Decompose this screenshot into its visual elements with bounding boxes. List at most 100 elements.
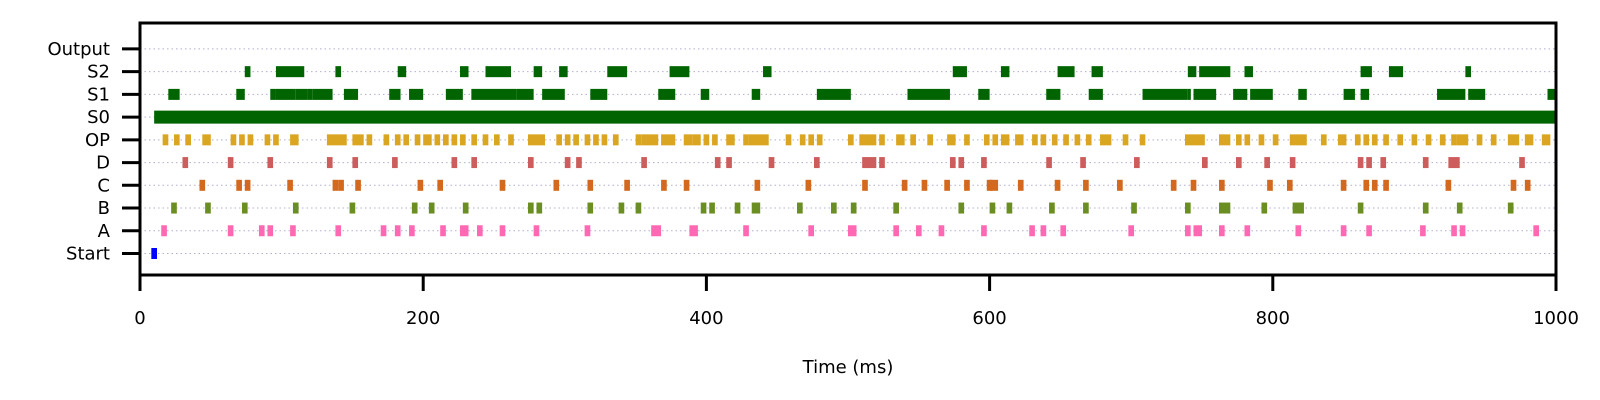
mark-op-24 (494, 134, 500, 146)
mark-op-58 (1000, 134, 1010, 146)
mark-b-7 (462, 202, 469, 214)
mark-s1-15 (590, 88, 608, 100)
x-tick-label-600: 600 (972, 308, 1006, 329)
mark-op-44 (785, 134, 792, 146)
mark-a-35 (1420, 225, 1426, 237)
mark-op-40 (712, 134, 718, 146)
mark-s1-0 (168, 88, 180, 100)
mark-s1-7 (343, 88, 359, 100)
mark-s2-2 (335, 66, 342, 78)
mark-c-34 (1363, 179, 1370, 191)
x-axis: 0 200 400 600 800 1000 (134, 275, 1579, 329)
mark-a-10 (460, 225, 469, 237)
mark-b-20 (893, 202, 899, 214)
mark-a-27 (1128, 225, 1135, 237)
mark-op-5 (239, 134, 245, 146)
x-tick-label-200: 200 (406, 308, 440, 329)
mark-d-5 (392, 157, 398, 169)
mark-op-45 (799, 134, 806, 146)
mark-op-4 (230, 134, 237, 146)
mark-d-10 (576, 157, 582, 169)
mark-s1-16 (658, 88, 676, 100)
mark-a-15 (651, 225, 662, 237)
x-tick-label-800: 800 (1256, 308, 1290, 329)
mark-d-27 (1289, 157, 1296, 169)
mark-op-92 (1541, 134, 1551, 146)
mark-c-25 (1054, 179, 1061, 191)
mark-s2-6 (533, 66, 543, 78)
mark-s1-8 (389, 88, 401, 100)
mark-b-18 (831, 202, 837, 214)
mark-c-29 (1190, 179, 1197, 191)
mark-c-1 (236, 179, 242, 191)
y-tick-label-c: C (97, 175, 110, 196)
mark-d-24 (1202, 157, 1208, 169)
mark-c-31 (1267, 179, 1273, 191)
mark-s1-14 (542, 88, 565, 100)
mark-s2-5 (485, 66, 511, 78)
mark-d-32 (1448, 157, 1460, 169)
mark-d-3 (326, 157, 333, 169)
mark-b-1 (205, 202, 211, 214)
mark-op-29 (573, 134, 579, 146)
mark-c-30 (1218, 179, 1225, 191)
mark-d-6 (451, 157, 458, 169)
mark-a-21 (915, 225, 922, 237)
mark-op-69 (1185, 134, 1205, 146)
mark-s2-1 (275, 66, 305, 78)
y-tick-label-d: D (96, 153, 110, 174)
mark-a-19 (848, 225, 857, 237)
mark-a-25 (1040, 225, 1047, 237)
mark-op-16 (414, 134, 421, 146)
grid-lines (140, 48, 1556, 254)
mark-c-35 (1371, 179, 1378, 191)
y-tick-label-s0: S0 (87, 107, 110, 128)
mark-op-72 (1244, 134, 1251, 146)
mark-d-9 (564, 157, 571, 169)
mark-a-11 (477, 225, 483, 237)
mark-op-23 (482, 134, 489, 146)
mark-a-12 (499, 225, 506, 237)
mark-start-0 (151, 248, 157, 259)
mark-b-17 (797, 202, 803, 214)
mark-d-7 (471, 157, 478, 169)
mark-b-15 (734, 202, 741, 214)
mark-op-67 (1122, 134, 1129, 146)
mark-d-11 (641, 157, 647, 169)
mark-op-3 (202, 134, 211, 146)
mark-op-57 (992, 134, 999, 146)
y-tick-label-s1: S1 (87, 84, 110, 105)
mark-a-17 (743, 225, 749, 237)
mark-op-78 (1354, 134, 1361, 146)
mark-a-2 (258, 225, 265, 237)
mark-a-7 (394, 225, 401, 237)
mark-s1-5 (307, 88, 313, 100)
mark-op-64 (1074, 134, 1081, 146)
mark-op-28 (564, 134, 571, 146)
mark-a-38 (1533, 225, 1540, 237)
mark-op-89 (1490, 134, 1497, 146)
mark-s1-2 (270, 88, 276, 100)
mark-b-32 (1422, 202, 1429, 214)
mark-d-30 (1380, 157, 1387, 169)
mark-op-10 (326, 134, 347, 146)
mark-a-3 (267, 225, 274, 237)
mark-d-4 (352, 157, 359, 169)
mark-s1-3 (275, 88, 296, 100)
mark-a-34 (1366, 225, 1372, 237)
mark-s0-0 (154, 110, 1555, 124)
mark-b-19 (850, 202, 857, 214)
mark-a-16 (689, 225, 698, 237)
mark-c-23 (989, 179, 999, 191)
mark-a-20 (893, 225, 899, 237)
mark-op-35 (641, 134, 659, 146)
mark-b-10 (587, 202, 594, 214)
mark-op-55 (964, 134, 970, 146)
mark-op-87 (1456, 134, 1469, 146)
mark-op-53 (927, 134, 933, 146)
mark-a-4 (290, 225, 296, 237)
mark-s2-8 (607, 66, 628, 78)
mark-op-76 (1320, 134, 1327, 146)
mark-s1-21 (978, 88, 990, 100)
